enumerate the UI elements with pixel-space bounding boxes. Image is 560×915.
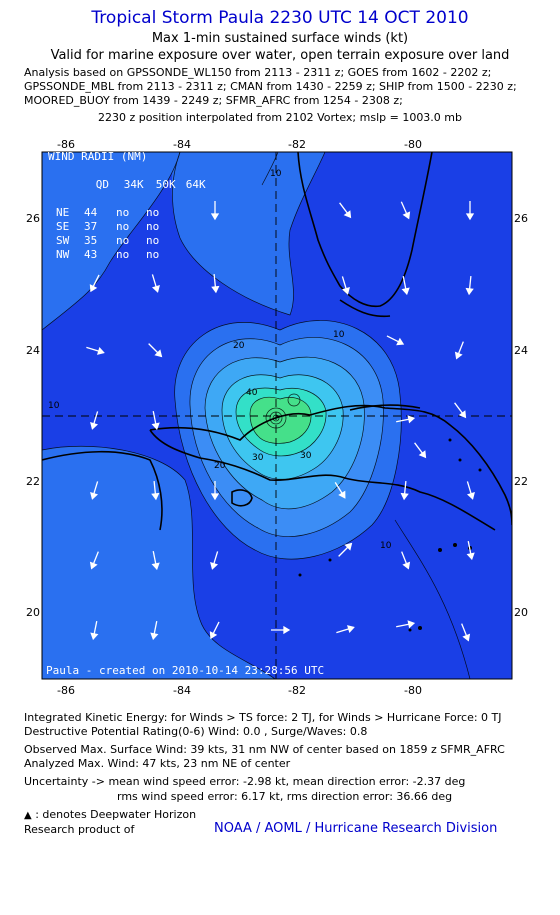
lon-tick-bottom: -80 bbox=[404, 684, 422, 697]
contour-label: 10 bbox=[270, 169, 282, 179]
contour-label: 20 bbox=[214, 461, 226, 471]
org-name: NOAA / AOML / Hurricane Research Divisio… bbox=[214, 821, 498, 836]
contour-label: 30 bbox=[252, 453, 264, 463]
wind-arrow-head bbox=[151, 492, 160, 501]
wind-arrow-head bbox=[454, 351, 463, 360]
wind-contour-band bbox=[42, 152, 325, 315]
wind-arrow-head bbox=[396, 337, 405, 346]
map-title: Tropical Storm Paula 2230 UTC 14 OCT 201… bbox=[91, 8, 469, 28]
wind-arrow-head bbox=[462, 633, 471, 642]
wind-arrow-head bbox=[283, 625, 291, 635]
wind-arrow-head bbox=[466, 552, 475, 561]
wind-arrow-head bbox=[89, 284, 98, 293]
wind-arrow-head bbox=[347, 625, 355, 634]
wind-arrow-head bbox=[151, 562, 160, 571]
wind-arrow-head bbox=[407, 620, 416, 629]
wind-arrow-head bbox=[210, 562, 219, 570]
analyzed-max-line: Analyzed Max. Wind: 47 kts, 23 nm NE of … bbox=[24, 757, 291, 770]
lat-tick-left: 26 bbox=[26, 212, 40, 225]
wind-arrow-head bbox=[151, 422, 160, 431]
wind-arrow-head bbox=[151, 285, 160, 293]
contour-label: 30 bbox=[300, 451, 312, 461]
wind-arrow-head bbox=[211, 285, 220, 294]
wind-arrow-head bbox=[90, 632, 99, 641]
lon-tick-top: -80 bbox=[404, 138, 422, 151]
wind-arrow-head bbox=[344, 542, 353, 551]
wind-arrow-head bbox=[338, 490, 346, 499]
validity-note: Valid for marine exposure over water, op… bbox=[50, 48, 510, 63]
wind-arrow-head bbox=[150, 632, 159, 641]
uncertainty-line-1: Uncertainty -> mean wind speed error: -2… bbox=[24, 775, 466, 788]
wind-arrow-head bbox=[418, 450, 427, 459]
lon-tick-bottom: -84 bbox=[173, 684, 191, 697]
wind-arrow-head bbox=[154, 349, 163, 358]
lon-tick-bottom: -86 bbox=[57, 684, 75, 697]
map-frame bbox=[41, 151, 513, 680]
wind-arrow-head bbox=[341, 287, 350, 295]
lat-tick-left: 22 bbox=[26, 475, 40, 488]
wind-radii-title: WIND RADII (NM) bbox=[48, 150, 148, 163]
deepwater-legend-text: : denotes Deepwater Horizon bbox=[35, 808, 197, 821]
wind-radii-table: WIND RADII (NM) QD 34K 50K 64K NE 44 no no SE 3… bbox=[48, 150, 216, 262]
map-credit: Paula - created on 2010-10-14 23:28:56 U… bbox=[46, 664, 325, 677]
wind-arrow-head bbox=[343, 210, 352, 219]
wind-contour-band bbox=[42, 446, 275, 679]
wind-arrow-head bbox=[97, 346, 105, 355]
wind-arrow-head bbox=[466, 492, 475, 500]
lon-tick-bottom: -82 bbox=[288, 684, 306, 697]
wind-contour-band bbox=[250, 397, 312, 444]
wind-arrow-head bbox=[407, 415, 416, 424]
research-label: Research product of bbox=[24, 823, 135, 836]
analysis-line-3: MOORED_BUOY from 1439 - 2249 z; SFMR_AFR… bbox=[24, 94, 403, 107]
contour-label: 10 bbox=[48, 401, 60, 411]
wind-arrow-head bbox=[90, 422, 99, 430]
lon-tick-top: -84 bbox=[173, 138, 191, 151]
uncertainty-line-2: rms wind speed error: 6.17 kt, rms direc… bbox=[117, 790, 453, 803]
wind-arrow-head bbox=[209, 631, 218, 640]
wind-radii-row: NE 44 no no bbox=[56, 206, 160, 219]
lat-tick-right: 24 bbox=[514, 344, 528, 357]
wind-radii-header: QD 34K 50K 64K bbox=[95, 178, 206, 191]
lat-tick-left: 24 bbox=[26, 344, 40, 357]
wind-radii-row: SW 35 no no bbox=[56, 234, 160, 247]
storm-center-crosshair bbox=[42, 152, 512, 679]
lat-tick-right: 26 bbox=[514, 212, 528, 225]
dpr-line: Destructive Potential Rating(0-6) Wind: … bbox=[24, 725, 368, 738]
lon-tick-top: -82 bbox=[288, 138, 306, 151]
oil-rig-icon: ▲ bbox=[24, 810, 32, 821]
wind-arrow-head bbox=[90, 492, 99, 500]
contour-label: 40 bbox=[246, 388, 258, 398]
lat-tick-right: 20 bbox=[514, 606, 528, 619]
wind-arrow-head bbox=[400, 492, 409, 501]
wind-arrow-head bbox=[465, 213, 475, 221]
contour-label: 10 bbox=[333, 330, 345, 340]
contour-label: 10 bbox=[380, 541, 392, 551]
position-note: 2230 z position interpolated from 2102 V… bbox=[97, 111, 462, 124]
wind-arrow-head bbox=[401, 287, 410, 296]
wind-arrow-head bbox=[402, 561, 411, 570]
contour-label: 20 bbox=[233, 341, 245, 351]
observed-max-line: Observed Max. Surface Wind: 39 kts, 31 n… bbox=[24, 743, 505, 756]
wind-arrow-head bbox=[210, 213, 220, 221]
map-subtitle: Max 1-min sustained surface winds (kt) bbox=[151, 31, 409, 46]
wind-contour-band bbox=[42, 152, 180, 330]
analysis-line-1: Analysis based on GPSSONDE_WL150 from 21… bbox=[24, 66, 492, 79]
lon-tick-top: -86 bbox=[57, 138, 75, 151]
wind-arrow-head bbox=[458, 410, 467, 419]
wind-vectors bbox=[86, 201, 475, 642]
wind-arrow-head bbox=[89, 561, 98, 570]
wind-radii-row: SE 37 no no bbox=[56, 220, 160, 233]
wind-analysis-map: -86 -84 -82 -80 -86 -84 -82 -80 26 24 22… bbox=[0, 128, 560, 698]
wind-radii-row: NW 43 no no bbox=[56, 248, 160, 261]
lat-tick-right: 22 bbox=[514, 475, 528, 488]
wind-arrow-head bbox=[465, 287, 474, 296]
coastline bbox=[42, 152, 512, 531]
deepwater-legend: ▲ : denotes Deepwater Horizon bbox=[24, 808, 196, 821]
lat-tick-left: 20 bbox=[26, 606, 40, 619]
ike-line: Integrated Kinetic Energy: for Winds > T… bbox=[24, 711, 502, 724]
wind-arrow-head bbox=[210, 493, 220, 501]
analysis-line-2: GPSSONDE_MBL from 2113 - 2311 z; CMAN fr… bbox=[24, 80, 517, 93]
wind-arrow-head bbox=[402, 211, 411, 220]
